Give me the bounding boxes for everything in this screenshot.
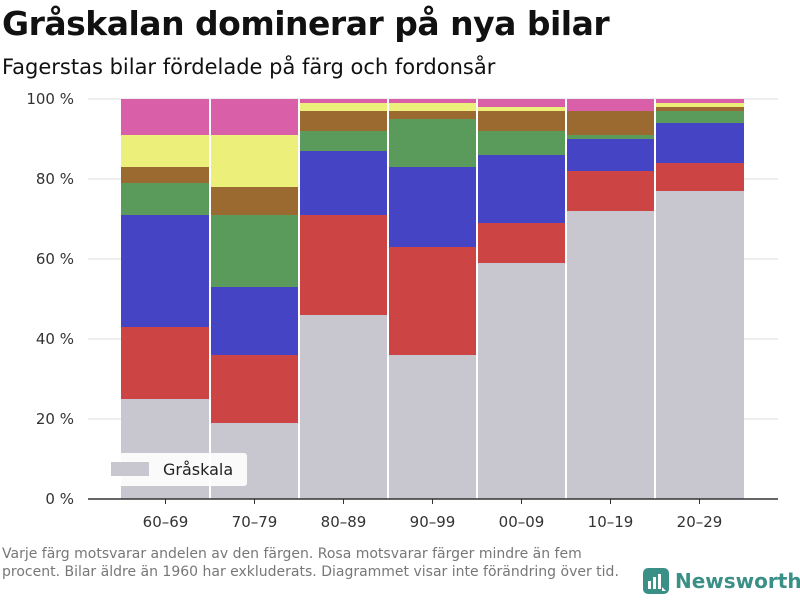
bar-segment — [299, 215, 388, 315]
bar-segment — [121, 99, 210, 135]
bar-segment — [566, 111, 655, 135]
y-tick-label: 100 % — [26, 90, 74, 108]
bar-segment — [566, 139, 655, 171]
bar-segment — [388, 103, 477, 111]
bar-segment — [655, 123, 744, 163]
x-tick-label: 60–69 — [143, 513, 189, 531]
stacked-bar-chart: 0 % 20 % 40 % 60 % 80 % 100 % 60–69 70–79 80–89 9… — [26, 90, 778, 531]
footnote: Varje färg motsvarar andelen av den färg… — [2, 546, 619, 580]
bar-segment — [655, 111, 744, 123]
bar-segment — [299, 131, 388, 151]
bar-segment — [121, 167, 210, 183]
bar-segment — [299, 151, 388, 215]
chart-subtitle: Fagerstas bilar fördelade på färg och fo… — [2, 55, 496, 79]
legend-swatch — [111, 462, 149, 476]
x-tick-label: 20–29 — [677, 513, 723, 531]
bar-segment — [477, 155, 566, 223]
brand-logo: Newsworthy — [643, 568, 800, 594]
bar-segment — [477, 111, 566, 131]
y-tick-label: 0 % — [45, 490, 74, 508]
y-tick-label: 80 % — [36, 170, 74, 188]
bar-segment — [566, 99, 655, 111]
bar-segment — [655, 99, 744, 103]
y-tick-label: 20 % — [36, 410, 74, 428]
bar-segment — [210, 287, 299, 355]
bar-segment — [388, 247, 477, 355]
bar-segment — [388, 119, 477, 167]
bar-segment — [566, 171, 655, 211]
bar-segment — [121, 183, 210, 215]
bar-segment — [121, 215, 210, 327]
bar-segment — [655, 107, 744, 111]
bar-segment — [210, 135, 299, 187]
bar-segment — [388, 111, 477, 119]
chart-title: Gråskalan dominerar på nya bilar — [2, 4, 610, 43]
bar-segment — [210, 187, 299, 215]
bar-segment — [299, 103, 388, 111]
legend-label: Gråskala — [163, 460, 233, 479]
bar-segment — [477, 107, 566, 111]
x-tick-label: 00–09 — [499, 513, 545, 531]
bar-segment — [388, 99, 477, 103]
x-tick-label: 90–99 — [410, 513, 456, 531]
legend: Gråskala — [101, 453, 247, 486]
bar-segment — [655, 191, 744, 499]
bar-segment — [299, 315, 388, 499]
x-tick-label: 80–89 — [321, 513, 367, 531]
bar-segment — [566, 135, 655, 139]
bar-segment — [210, 99, 299, 135]
brand-name: Newsworthy — [675, 569, 800, 593]
bar-segment — [477, 99, 566, 107]
bar-segment — [121, 135, 210, 167]
legend-box — [101, 453, 247, 486]
bar-segment — [655, 163, 744, 191]
bar-segment — [121, 327, 210, 399]
x-tick-label: 70–79 — [232, 513, 278, 531]
newsworthy-logo-icon — [643, 568, 669, 594]
axes: 0 % 20 % 40 % 60 % 80 % 100 % 60–69 70–79 80–89 9… — [26, 90, 778, 531]
bar-segment — [477, 263, 566, 499]
y-tick-label: 60 % — [36, 250, 74, 268]
bar-segment — [299, 111, 388, 131]
bar-segment — [299, 99, 388, 103]
bar-segment — [477, 223, 566, 263]
bar-segment — [477, 131, 566, 155]
bar-segment — [655, 103, 744, 107]
bar-segment — [388, 355, 477, 499]
bar-segment — [210, 215, 299, 287]
bar-segment — [210, 355, 299, 423]
bar-segment — [388, 167, 477, 247]
bars — [121, 99, 744, 499]
y-tick-label: 40 % — [36, 330, 74, 348]
x-tick-label: 10–19 — [588, 513, 634, 531]
bar-segment — [566, 211, 655, 499]
